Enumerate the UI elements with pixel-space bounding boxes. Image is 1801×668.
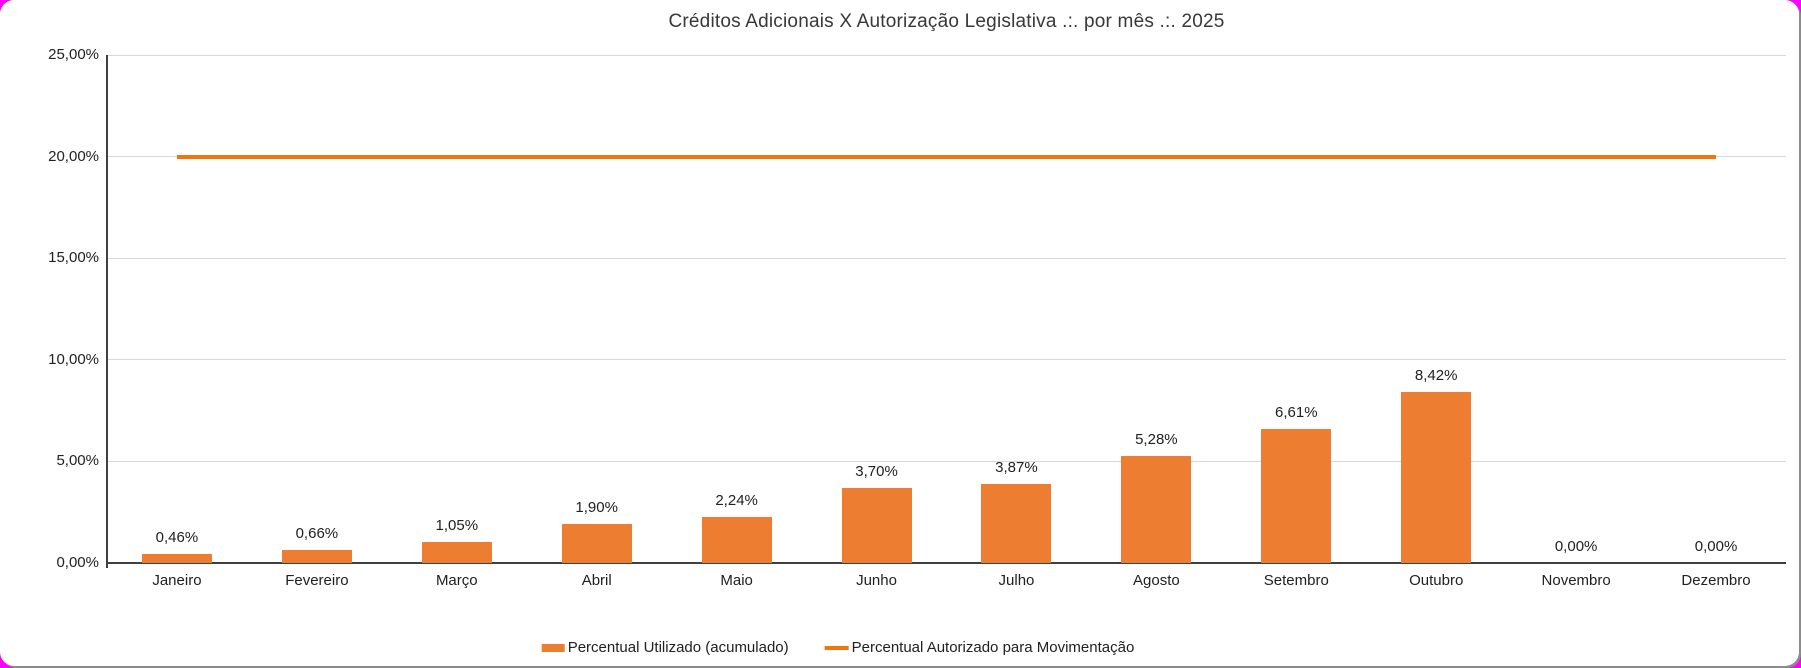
x-axis-category-label: Novembro	[1541, 572, 1611, 589]
legend-label: Percentual Autorizado para Movimentação	[851, 639, 1135, 656]
x-axis-category-label: Abril	[581, 572, 612, 589]
legend-bar-swatch-icon	[541, 643, 565, 652]
y-axis-tick-label: 0,00%	[56, 554, 99, 571]
y-axis-line	[106, 55, 108, 568]
bar-value-label: 3,87%	[995, 459, 1038, 477]
bar-value-label: 6,61%	[1275, 403, 1318, 421]
bar-value-label: 2,24%	[715, 492, 758, 510]
x-axis-category-label: Agosto	[1133, 572, 1180, 589]
bar-fevereiro[interactable]	[281, 549, 352, 563]
y-gridline	[107, 460, 1786, 462]
y-gridline	[107, 54, 1786, 56]
x-axis-category-label: Julho	[998, 572, 1035, 589]
x-axis-category-label: Fevereiro	[285, 572, 349, 589]
x-axis-category-label: Outubro	[1409, 572, 1464, 589]
bar-julho[interactable]	[981, 484, 1052, 563]
bar-setembro[interactable]	[1261, 428, 1332, 563]
x-axis-category-label: Janeiro	[152, 572, 202, 589]
x-axis-category-label: Dezembro	[1681, 572, 1751, 589]
x-axis-line	[107, 562, 1786, 564]
y-axis-tick-label: 25,00%	[48, 46, 99, 63]
bar-value-label: 5,28%	[1135, 430, 1178, 448]
legend: Percentual Utilizado (acumulado) Percentu…	[541, 639, 1135, 656]
bar-maio[interactable]	[701, 517, 772, 563]
x-axis-category-label: Março	[435, 572, 478, 589]
bar-value-label: 0,46%	[155, 528, 199, 546]
legend-item-utilizado[interactable]: Percentual Utilizado (acumulado)	[541, 639, 789, 656]
bar-value-label: 1,05%	[435, 516, 479, 534]
x-axis-category-label: Junho	[856, 572, 897, 589]
legend-line-swatch-icon	[824, 645, 849, 650]
bar-value-label: 0,00%	[1694, 538, 1738, 555]
bar-junho[interactable]	[841, 487, 912, 563]
x-axis-category-label: Maio	[720, 572, 753, 589]
x-axis-category-label: Setembro	[1263, 572, 1329, 589]
y-gridline	[107, 257, 1786, 259]
legend-label: Percentual Utilizado (acumulado)	[567, 639, 789, 656]
legend-item-autorizado[interactable]: Percentual Autorizado para Movimentação	[824, 639, 1135, 656]
y-axis-tick-label: 10,00%	[48, 350, 99, 368]
y-gridline	[107, 359, 1786, 361]
bar-outubro[interactable]	[1401, 391, 1472, 563]
y-axis-tick-label: 15,00%	[48, 249, 99, 267]
y-axis-tick-label: 20,00%	[48, 147, 99, 165]
authorized-limit-line	[176, 154, 1717, 159]
bar-value-label: 8,42%	[1414, 366, 1458, 384]
bar-março[interactable]	[421, 541, 492, 563]
bar-value-label: 3,70%	[855, 462, 898, 480]
bar-janeiro[interactable]	[141, 553, 212, 563]
bar-value-label: 0,66%	[295, 524, 339, 542]
y-axis-tick-label: 5,00%	[56, 452, 99, 470]
bar-abril[interactable]	[561, 524, 632, 563]
chart-title: Créditos Adicionais X Autorização Legisl…	[668, 11, 1225, 32]
bar-agosto[interactable]	[1121, 455, 1192, 563]
bar-value-label: 1,90%	[575, 499, 618, 517]
bar-value-label: 0,00%	[1554, 538, 1598, 555]
